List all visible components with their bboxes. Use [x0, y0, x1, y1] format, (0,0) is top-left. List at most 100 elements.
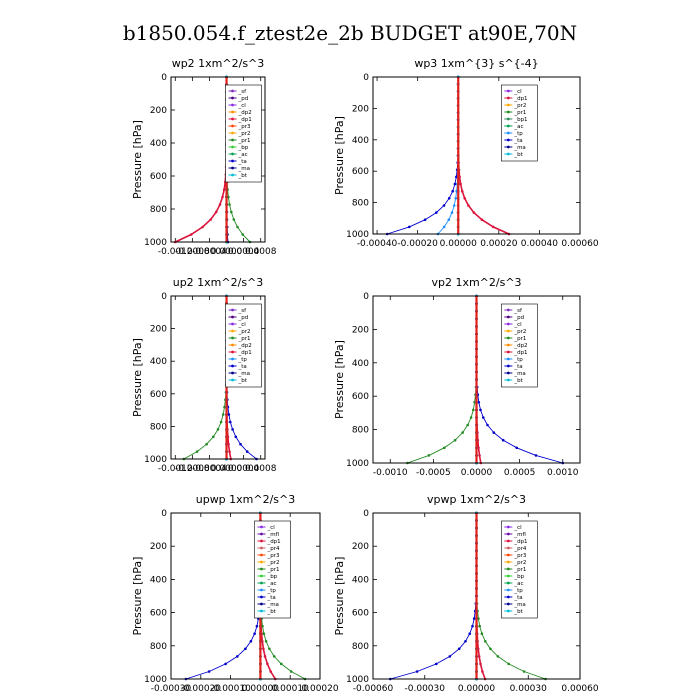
- legend-marker: [231, 364, 234, 368]
- legend-entry: _sf: [238, 308, 248, 314]
- series-point: [469, 416, 473, 419]
- series-point: [461, 431, 464, 434]
- series-point: [280, 662, 283, 666]
- legend-marker: [506, 574, 510, 578]
- legend-marker: [506, 152, 510, 156]
- x-tick-label: -0.0010: [373, 468, 408, 478]
- y-tick-label: 600: [150, 390, 167, 400]
- legend-marker: [506, 532, 510, 536]
- x-tick-label: 0.00010: [272, 684, 309, 694]
- legend-entry: _pr2: [513, 329, 526, 335]
- legend-marker: [506, 609, 510, 613]
- x-tick-label: -0.0004: [192, 247, 227, 257]
- series-point: [435, 211, 438, 214]
- series-line-pr1: [407, 296, 477, 464]
- series-point: [269, 670, 273, 673]
- series-point: [450, 211, 454, 214]
- legend-marker: [231, 357, 234, 361]
- x-tick-label: 0.00060: [561, 239, 598, 249]
- legend-marker: [506, 315, 510, 319]
- series-point: [484, 640, 487, 643]
- y-tick-label: 1000: [144, 675, 167, 685]
- series-point: [443, 446, 446, 450]
- series-line-pr1: [183, 296, 227, 460]
- y-tick-label: 0: [161, 509, 167, 519]
- x-tick-label: 0.0010: [547, 468, 579, 478]
- panel-2: wp3 1xm^{3} s^{-4} Pressure [hPa] 0 200 400 6…: [333, 57, 599, 249]
- legend-entry: _pd: [238, 315, 249, 321]
- legend-entry: _ma: [513, 602, 525, 608]
- legend-marker: [506, 145, 510, 149]
- legend-entry: _dp1: [513, 539, 527, 545]
- y-tick-label: 600: [150, 172, 167, 182]
- legend-entry: _bt: [513, 378, 523, 384]
- panel-title: vp2 1xm^2/s^3: [431, 276, 521, 289]
- legend-marker: [506, 131, 510, 135]
- legend-entry: _bt: [513, 609, 523, 615]
- series-point: [454, 197, 458, 200]
- legend-marker: [231, 103, 234, 107]
- legend-marker: [506, 588, 510, 592]
- series-point: [245, 450, 249, 453]
- legend-marker: [260, 595, 263, 599]
- series-point: [249, 640, 253, 643]
- series-point: [234, 435, 238, 439]
- series-point: [457, 647, 461, 651]
- legend-marker: [231, 173, 234, 177]
- x-tick-label: -0.0008: [175, 247, 210, 257]
- legend-marker: [506, 546, 510, 550]
- legend-marker: [506, 117, 510, 121]
- series-point: [451, 189, 455, 193]
- x-tick-label: 0.00020: [480, 239, 517, 249]
- series-point: [268, 647, 271, 651]
- legend-entry: _bt: [266, 609, 276, 615]
- series-point: [472, 617, 476, 620]
- legend-entry: _ma: [266, 602, 278, 608]
- legend-entry: _pr2: [238, 131, 251, 137]
- series-point: [453, 438, 457, 442]
- x-tick-label: -0.0012: [158, 464, 193, 474]
- legend-entry: _cl: [513, 322, 522, 328]
- series-point: [486, 423, 489, 427]
- legend-entry: _pr3: [238, 124, 252, 130]
- legend-entry: _tp: [238, 357, 248, 363]
- series-point: [189, 233, 193, 236]
- legend-entry: _pr1: [513, 567, 526, 573]
- y-tick-label: 800: [150, 642, 167, 652]
- series-point: [231, 428, 234, 431]
- legend-entry: _pr1: [266, 567, 279, 573]
- series-point: [480, 218, 484, 221]
- y-tick-label: 400: [150, 575, 167, 585]
- series-point: [459, 182, 462, 186]
- series-point: [477, 617, 480, 620]
- legend-marker: [231, 350, 234, 354]
- series-point: [472, 408, 475, 412]
- y-tick-label: 1000: [144, 455, 167, 465]
- plot-frame: [170, 512, 321, 680]
- legend-entry: _bp1: [513, 117, 527, 123]
- series-point: [222, 188, 226, 191]
- panel-1: wp2 1xm^2/s^3 Pressure [hPa] 0 200 400 600 800…: [131, 57, 277, 257]
- x-tick-label: 0.0008: [245, 247, 277, 257]
- legend-marker: [231, 371, 234, 375]
- series-point: [227, 442, 230, 446]
- legend-marker: [506, 560, 510, 564]
- series-point: [255, 624, 259, 628]
- series-point: [262, 647, 265, 651]
- y-axis-label: Pressure [hPa]: [131, 338, 144, 417]
- series-point: [272, 655, 276, 658]
- legend-marker: [231, 96, 234, 100]
- legend-entry: _tp: [513, 588, 523, 594]
- x-tick-label: 0.00000: [458, 684, 495, 694]
- legend-marker: [231, 110, 234, 114]
- x-tick-label: 0.00000: [242, 684, 279, 694]
- legend-entry: _dp1: [238, 117, 252, 123]
- legend-entry: _pr2: [238, 329, 251, 335]
- legend-marker: [260, 574, 263, 578]
- panel-title: wp3 1xm^{3} s^{-4}: [414, 57, 538, 70]
- legend-marker: [231, 329, 234, 333]
- legend-marker: [506, 581, 510, 585]
- x-tick-label: 0.00020: [301, 684, 338, 694]
- legend-marker: [506, 343, 510, 347]
